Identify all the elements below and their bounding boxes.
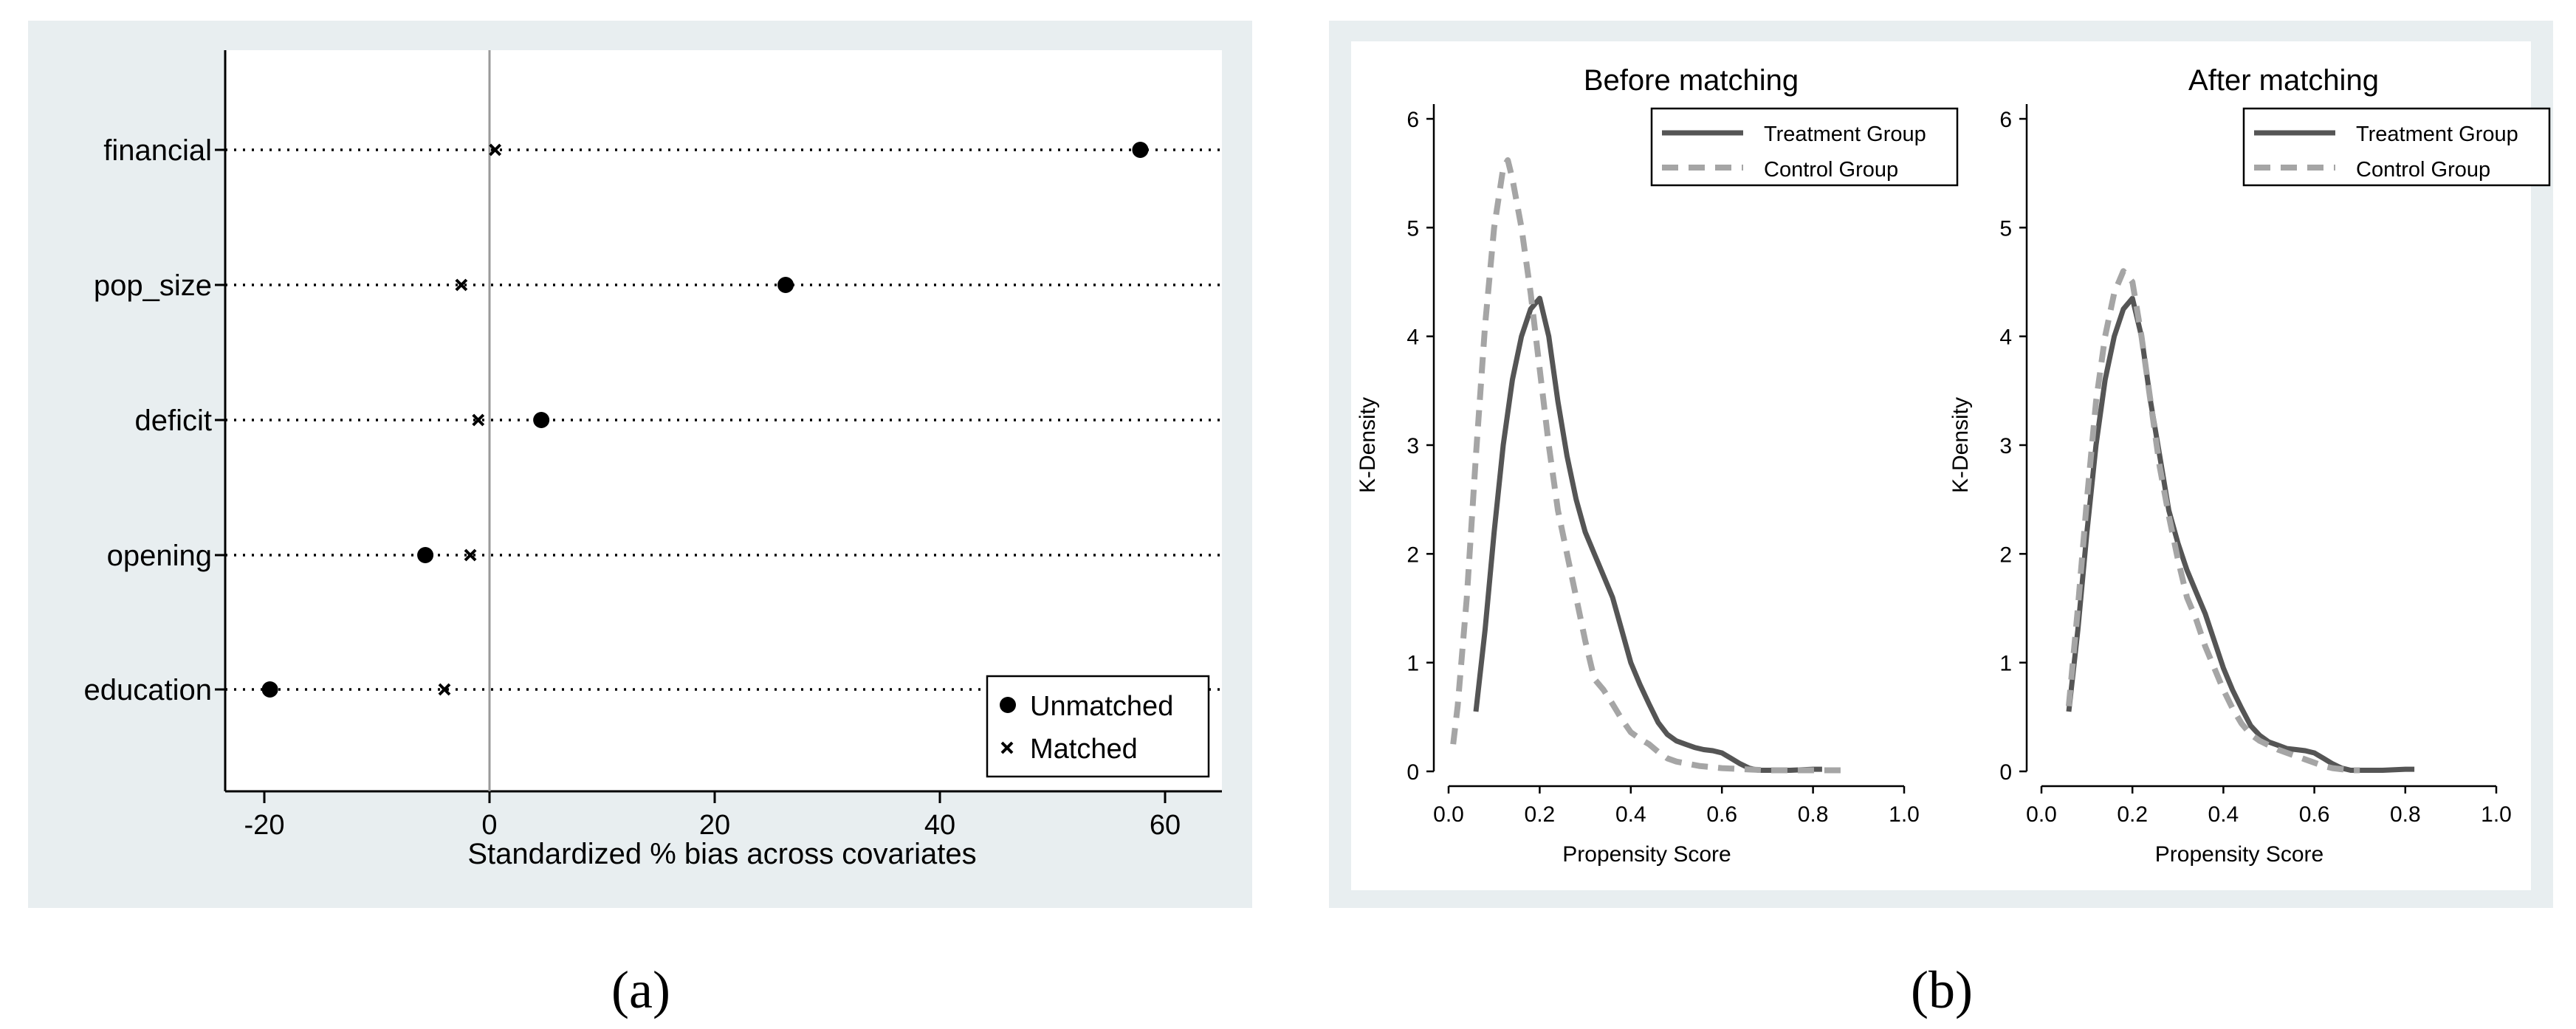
unmatched-point (1132, 142, 1149, 158)
unmatched-point (261, 681, 278, 698)
y-tick-label: 1 (1407, 652, 1419, 676)
y-tick-label: 6 (1999, 108, 2012, 132)
y-tick-label: 4 (1407, 326, 1419, 350)
panel-a-legend-box (986, 675, 1210, 778)
y-tick-label: 2 (1407, 543, 1419, 567)
after-matching-title: After matching (2188, 64, 2379, 97)
x-tick-label: 0 (481, 810, 497, 841)
y-tick-label: 0 (1407, 760, 1419, 785)
x-tick-label: 1.0 (1889, 802, 1920, 827)
x-tick-label: 20 (699, 810, 730, 841)
before-x-axis-label: Propensity Score (1562, 842, 1731, 867)
x-tick-label: 0.4 (2208, 802, 2239, 827)
legend-matched-label: Matched (1030, 734, 1138, 765)
panel-b: 0 1 2 3 4 5 6 0.0 0.2 0.4 0.6 0.8 1.0 Before matching… (1329, 21, 2553, 908)
legend-treatment-label: Treatment Group (2356, 123, 2518, 146)
unmatched-point (777, 277, 794, 293)
panel-a-legend: Unmatched Matched (986, 675, 1210, 778)
y-tick-label: 2 (1999, 543, 2012, 567)
y-tick-label: 4 (1999, 326, 2012, 350)
treatment-group-line (2066, 295, 2415, 773)
legend-matched-marker (1000, 741, 1014, 754)
after-legend-box (2242, 107, 2551, 187)
matched-point (455, 278, 468, 292)
matched-point (464, 548, 477, 562)
x-tick-label: 0.8 (2390, 802, 2421, 827)
x-tick-label: 0.4 (1615, 802, 1646, 827)
x-tick-label: 0.2 (2117, 802, 2148, 827)
y-tick-label: 5 (1999, 216, 2012, 241)
panel-b-caption: (b) (1911, 960, 1973, 1019)
x-tick-label: 0.6 (2299, 802, 2330, 827)
y-tick-label: 0 (1999, 760, 2012, 785)
before-matching-title: Before matching (1584, 64, 1799, 97)
x-tick-label: 1.0 (2481, 802, 2512, 827)
control-group-line (2066, 268, 2360, 774)
before-y-axis-label: K-Density (1356, 397, 1380, 493)
unmatched-point (533, 412, 550, 428)
after-x-axis-label: Propensity Score (2155, 842, 2323, 867)
unmatched-point (417, 547, 434, 563)
category-label: education (84, 674, 212, 706)
after-y-axis-label: K-Density (1948, 397, 1973, 493)
treatment-group-line (1473, 295, 1822, 773)
legend-control-label: Control Group (2356, 158, 2490, 182)
x-tick-label: 0.2 (1525, 802, 1556, 827)
category-label: deficit (135, 405, 213, 437)
matched-point (438, 683, 451, 696)
category-label: pop_size (94, 269, 212, 302)
x-tick-label: -20 (244, 810, 285, 841)
legend-control-label: Control Group (1764, 158, 1898, 182)
y-tick-label: 3 (1999, 434, 2012, 458)
legend-treatment-label: Treatment Group (1764, 123, 1926, 146)
matched-point (489, 143, 502, 156)
x-tick-label: 0.0 (2026, 802, 2057, 827)
y-tick-label: 3 (1407, 434, 1419, 458)
legend-unmatched-marker (1000, 697, 1016, 713)
x-tick-label: 40 (924, 810, 955, 841)
category-label: opening (107, 540, 212, 572)
x-tick-label: 60 (1150, 810, 1181, 841)
x-tick-label: 0.6 (1706, 802, 1737, 827)
y-tick-label: 6 (1407, 108, 1419, 132)
y-tick-label: 1 (1999, 652, 2012, 676)
x-tick-label: 0.8 (1798, 802, 1829, 827)
matched-point (472, 413, 485, 427)
legend-unmatched-label: Unmatched (1030, 691, 1173, 722)
control-group-line (1450, 157, 1845, 774)
x-tick-label: 0.0 (1433, 802, 1464, 827)
panel-a-caption: (a) (611, 960, 670, 1019)
panel-a-x-axis-label: Standardized % bias across covariates (467, 838, 976, 870)
before-legend-box (1650, 107, 1959, 187)
category-label: financial (103, 134, 212, 167)
y-tick-label: 5 (1407, 216, 1419, 241)
